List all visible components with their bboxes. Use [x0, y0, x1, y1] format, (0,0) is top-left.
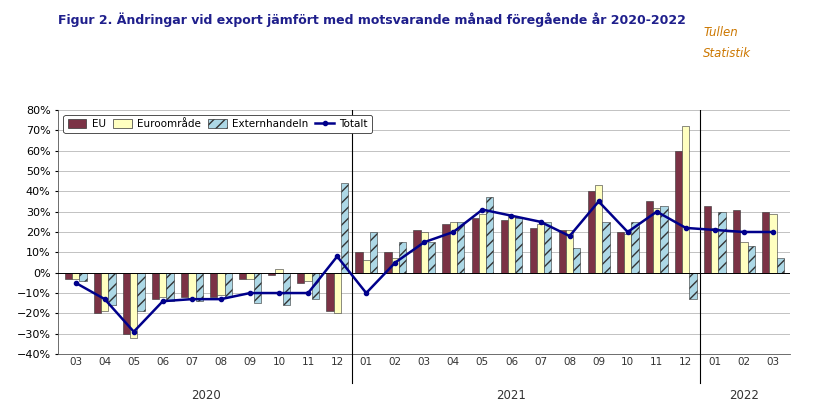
Bar — [65, 273, 72, 279]
Bar — [246, 273, 254, 279]
Bar — [159, 273, 166, 297]
Bar — [355, 252, 363, 273]
Bar — [682, 126, 690, 273]
Bar — [478, 214, 486, 273]
Bar — [544, 222, 552, 273]
Text: 2021: 2021 — [497, 389, 527, 402]
Bar — [137, 273, 145, 311]
Text: 2020: 2020 — [191, 389, 221, 402]
Bar — [711, 228, 719, 273]
Bar — [123, 273, 130, 334]
Bar — [399, 242, 406, 273]
Bar — [559, 230, 566, 273]
Bar — [537, 224, 544, 273]
Bar — [108, 273, 116, 305]
Bar — [130, 273, 137, 338]
Bar — [472, 218, 478, 273]
Bar — [217, 273, 225, 295]
Bar — [566, 230, 573, 273]
Bar — [421, 232, 428, 273]
Bar — [776, 258, 784, 273]
Bar — [450, 222, 457, 273]
Bar — [646, 201, 653, 273]
Bar — [188, 273, 196, 299]
Bar — [210, 273, 217, 297]
Bar — [631, 222, 639, 273]
Bar — [326, 273, 334, 311]
Bar — [762, 212, 770, 273]
Bar — [704, 206, 711, 273]
Bar — [443, 224, 450, 273]
Bar — [305, 273, 312, 281]
Bar — [275, 269, 283, 273]
Bar — [297, 273, 305, 283]
Text: 2022: 2022 — [729, 389, 759, 402]
Bar — [196, 273, 203, 301]
Bar — [515, 218, 522, 273]
Bar — [508, 216, 515, 273]
Bar — [617, 232, 624, 273]
Bar — [501, 220, 508, 273]
Bar — [312, 273, 319, 299]
Bar — [72, 273, 79, 279]
Bar — [268, 273, 275, 275]
Bar — [414, 230, 421, 273]
Text: Figur 2. Ändringar vid export jämfört med motsvarande månad föregående år 2020-2: Figur 2. Ändringar vid export jämfört me… — [58, 12, 686, 27]
Bar — [239, 273, 246, 279]
Bar — [94, 273, 102, 313]
Bar — [675, 151, 682, 273]
Bar — [457, 222, 464, 273]
Bar — [653, 208, 661, 273]
Bar — [530, 228, 537, 273]
Bar — [690, 273, 696, 299]
Bar — [152, 273, 159, 299]
Bar — [747, 246, 755, 273]
Legend: EU, Euroområde, Externhandeln, Totalt: EU, Euroområde, Externhandeln, Totalt — [63, 115, 372, 133]
Bar — [602, 222, 610, 273]
Bar — [384, 252, 392, 273]
Bar — [428, 242, 435, 273]
Bar — [719, 212, 726, 273]
Bar — [370, 232, 377, 273]
Bar — [341, 183, 348, 273]
Bar — [624, 234, 631, 273]
Bar — [573, 248, 581, 273]
Bar — [486, 197, 493, 273]
Bar — [392, 258, 399, 273]
Bar — [770, 214, 776, 273]
Text: Statistik: Statistik — [703, 47, 751, 60]
Bar — [181, 273, 188, 297]
Bar — [661, 206, 667, 273]
Bar — [334, 273, 341, 313]
Bar — [587, 191, 595, 273]
Bar — [283, 273, 290, 305]
Bar — [363, 260, 370, 273]
Bar — [225, 273, 232, 297]
Bar — [254, 273, 261, 303]
Bar — [102, 273, 108, 311]
Bar — [595, 185, 602, 273]
Bar — [166, 273, 174, 301]
Text: Tullen: Tullen — [703, 26, 738, 39]
Bar — [733, 210, 740, 273]
Bar — [740, 242, 747, 273]
Bar — [79, 273, 87, 281]
